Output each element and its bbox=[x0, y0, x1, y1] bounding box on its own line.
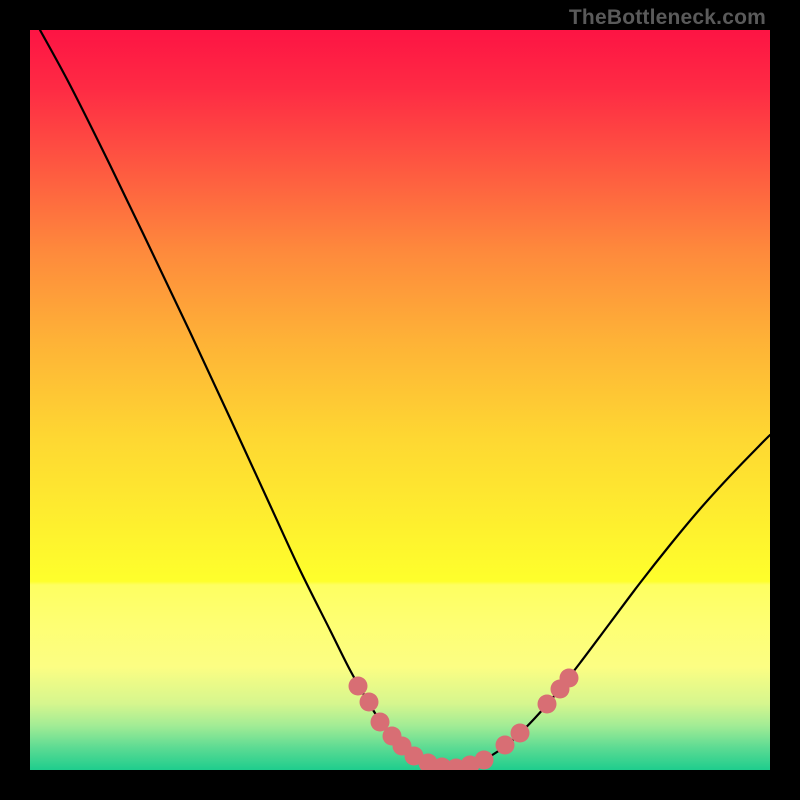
watermark-text: TheBottleneck.com bbox=[569, 6, 766, 30]
plot-area bbox=[30, 30, 770, 770]
data-marker bbox=[538, 695, 557, 714]
data-marker bbox=[475, 751, 494, 770]
chart-frame: TheBottleneck.com bbox=[0, 0, 800, 800]
data-marker bbox=[349, 677, 368, 696]
data-marker bbox=[511, 724, 530, 743]
curve-layer bbox=[30, 30, 770, 770]
data-marker bbox=[496, 736, 515, 755]
bottleneck-curve bbox=[40, 30, 770, 768]
marker-group bbox=[349, 669, 579, 771]
data-marker bbox=[560, 669, 579, 688]
data-marker bbox=[360, 693, 379, 712]
